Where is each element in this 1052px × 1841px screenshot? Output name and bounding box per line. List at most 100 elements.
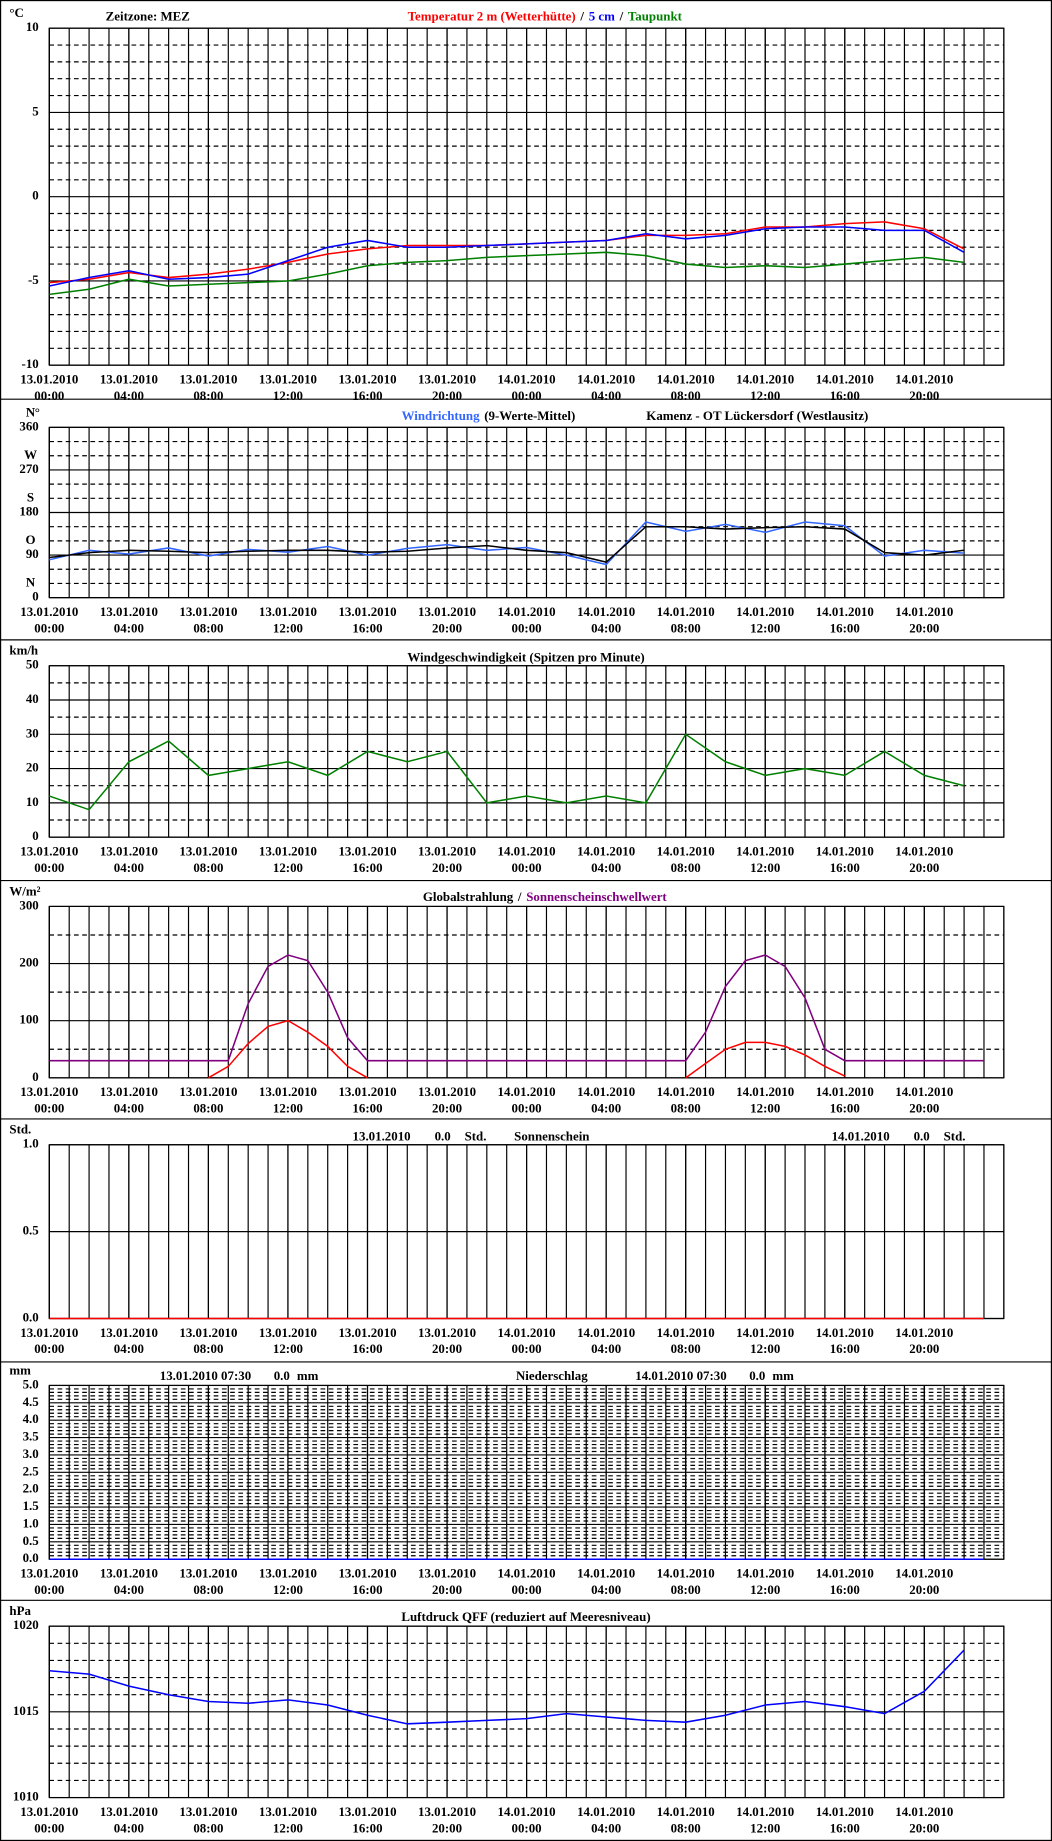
x-tick-label: 13.01.2010 16:00 <box>338 1084 396 1115</box>
x-tick-label: 13.01.2010 16:00 <box>338 604 396 635</box>
chart-title: Sonnenschein <box>514 1129 589 1144</box>
y-tick-label: 90 <box>26 546 39 561</box>
x-tick-label: 13.01.2010 04:00 <box>100 604 158 635</box>
y-tick-label: 0.0 <box>23 1309 39 1324</box>
x-tick-label: 14.01.2010 04:00 <box>577 1804 635 1835</box>
x-tick-label: 14.01.2010 04:00 <box>577 604 635 635</box>
total-date: 14.01.2010 07:30 <box>635 1368 726 1383</box>
x-tick-label: 13.01.2010 20:00 <box>418 1804 476 1835</box>
legend-entry: Sonnenscheinschwellwert <box>526 889 667 904</box>
x-tick-label: 13.01.2010 04:00 <box>100 1084 158 1115</box>
x-tick-label: 13.01.2010 08:00 <box>179 1084 237 1115</box>
y-tick-label: 0.5 <box>23 1533 39 1548</box>
x-tick-label: 14.01.2010 12:00 <box>736 1325 794 1356</box>
compass-label: N <box>26 574 36 589</box>
x-tick-label: 14.01.2010 08:00 <box>657 1084 715 1115</box>
x-tick-label: 14.01.2010 16:00 <box>816 1325 874 1356</box>
y-tick-label: 5 <box>32 103 38 118</box>
y-tick-label: 180 <box>19 503 38 518</box>
y-tick-label: 1.0 <box>23 1515 39 1530</box>
x-tick-label: 14.01.2010 12:00 <box>736 1565 794 1596</box>
x-tick-label: 13.01.2010 20:00 <box>418 1565 476 1596</box>
y-tick-label: 50 <box>26 657 39 672</box>
data-line <box>49 733 965 811</box>
plot-frame <box>48 426 1005 599</box>
plot-frame <box>48 27 1005 366</box>
y-unit: °C <box>9 5 23 20</box>
y-unit: mm <box>9 1362 31 1377</box>
y-tick-label: 4.0 <box>23 1411 39 1426</box>
x-tick-label: 14.01.2010 16:00 <box>816 1804 874 1835</box>
x-tick-label: 13.01.2010 00:00 <box>20 1565 78 1596</box>
plot-frame <box>48 905 1005 1079</box>
x-tick-label: 13.01.2010 04:00 <box>100 843 158 874</box>
plot-frame <box>48 665 1005 838</box>
x-tick-label: 14.01.2010 00:00 <box>498 843 556 874</box>
y-tick-label: 10 <box>26 794 39 809</box>
x-tick-label: 13.01.2010 08:00 <box>179 843 237 874</box>
data-line <box>49 521 965 566</box>
total-value: 0.0 <box>749 1368 765 1383</box>
y-tick-label: 2.5 <box>23 1463 39 1478</box>
y-tick-label: 1.0 <box>23 1136 39 1151</box>
legend-entry: Globalstrahlung <box>423 889 514 904</box>
x-tick-label: 14.01.2010 00:00 <box>498 1084 556 1115</box>
x-tick-label: 13.01.2010 08:00 <box>179 1565 237 1596</box>
total-date: 14.01.2010 <box>832 1129 890 1144</box>
x-tick-label: 14.01.2010 12:00 <box>736 371 794 402</box>
legend-separator: / <box>517 889 522 904</box>
x-tick-label: 13.01.2010 16:00 <box>338 1804 396 1835</box>
x-tick-label: 13.01.2010 04:00 <box>100 371 158 402</box>
total-unit: mm <box>772 1368 794 1383</box>
data-line <box>49 1649 965 1725</box>
x-tick-label: 13.01.2010 20:00 <box>418 371 476 402</box>
chart-title: Luftdruck QFF (reduziert auf Meeresnivea… <box>401 1609 650 1624</box>
x-tick-label: 13.01.2010 04:00 <box>100 1325 158 1356</box>
x-tick-label: 14.01.2010 12:00 <box>736 843 794 874</box>
x-tick-label: 14.01.2010 00:00 <box>498 1565 556 1596</box>
x-tick-label: 14.01.2010 08:00 <box>657 1325 715 1356</box>
y-tick-label: 0 <box>32 828 38 843</box>
x-tick-label: 14.01.2010 08:00 <box>657 1565 715 1596</box>
x-tick-label: 14.01.2010 12:00 <box>736 604 794 635</box>
x-tick-label: 14.01.2010 12:00 <box>736 1084 794 1115</box>
x-tick-label: 14.01.2010 20:00 <box>895 843 953 874</box>
x-tick-label: 13.01.2010 12:00 <box>259 1084 317 1115</box>
x-tick-label: 13.01.2010 20:00 <box>418 1325 476 1356</box>
x-tick-label: 13.01.2010 08:00 <box>179 371 237 402</box>
x-tick-label: 13.01.2010 12:00 <box>259 843 317 874</box>
y-tick-label: 0.5 <box>23 1223 39 1238</box>
y-tick-label: 1020 <box>13 1617 39 1632</box>
x-tick-label: 13.01.2010 00:00 <box>20 371 78 402</box>
x-tick-label: 13.01.2010 00:00 <box>20 1084 78 1115</box>
x-tick-label: 14.01.2010 04:00 <box>577 1084 635 1115</box>
y-tick-label: 10 <box>26 19 39 34</box>
total-value: 0.0 <box>274 1368 290 1383</box>
chart-title: Niederschlag <box>516 1368 588 1383</box>
y-tick-label: 270 <box>19 461 38 476</box>
y-tick-label: 5.0 <box>23 1376 39 1391</box>
y-unit: hPa <box>9 1603 31 1618</box>
total-unit: Std. <box>465 1129 487 1144</box>
x-tick-label: 14.01.2010 16:00 <box>816 604 874 635</box>
y-unit: W/m² <box>9 883 40 898</box>
x-tick-label: 13.01.2010 20:00 <box>418 604 476 635</box>
y-tick-label: 3.0 <box>23 1446 39 1461</box>
x-tick-label: 14.01.2010 16:00 <box>816 843 874 874</box>
x-tick-label: 13.01.2010 12:00 <box>259 604 317 635</box>
x-tick-label: 13.01.2010 00:00 <box>20 1804 78 1835</box>
legend-entry: Temperatur 2 m (Wetterhütte) <box>408 9 576 24</box>
x-tick-label: 14.01.2010 08:00 <box>657 604 715 635</box>
y-tick-label: 1010 <box>13 1789 39 1804</box>
total-value: 0.0 <box>914 1129 930 1144</box>
total-date: 13.01.2010 <box>353 1129 411 1144</box>
x-tick-label: 14.01.2010 16:00 <box>816 1565 874 1596</box>
data-line <box>49 954 985 1062</box>
x-tick-label: 14.01.2010 08:00 <box>657 843 715 874</box>
y-tick-label: -10 <box>22 356 39 371</box>
y-tick-label: 0.0 <box>23 1550 39 1565</box>
plot-frame <box>48 1625 1005 1799</box>
data-line <box>49 251 965 296</box>
y-tick-label: 2.0 <box>23 1481 39 1496</box>
